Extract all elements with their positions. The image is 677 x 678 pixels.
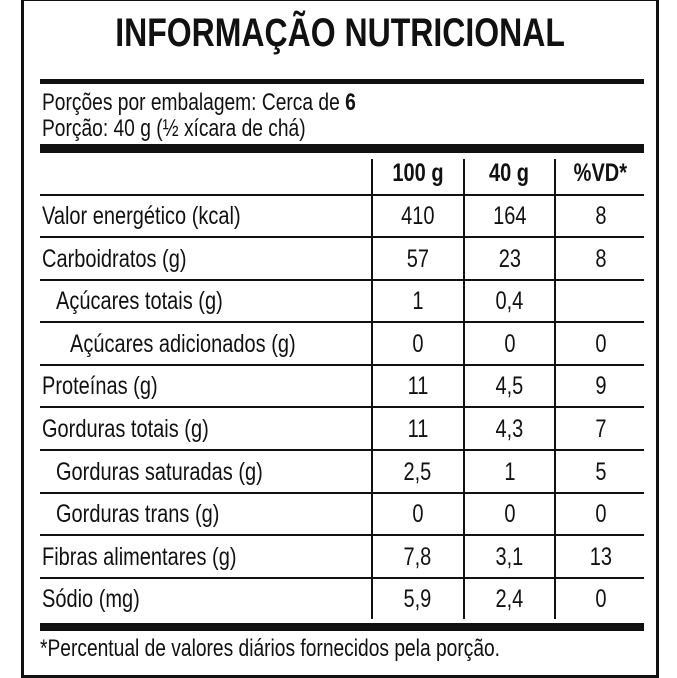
value-portion: 4,5 [495, 372, 524, 401]
serving-size-text: Porção: 40 g (½ xícara de chá) [42, 115, 306, 142]
column-header-100g: 100 g [392, 159, 444, 187]
column-divider [371, 159, 373, 619]
value-vd: 8 [594, 244, 607, 273]
value-portion: 164 [492, 202, 527, 230]
value-vd: 0 [594, 500, 607, 529]
row-divider [40, 534, 644, 537]
row-divider [40, 363, 644, 366]
value-100g: 2,5 [403, 457, 432, 486]
value-100g: 410 [400, 202, 435, 230]
servings-value: 6 [345, 89, 356, 116]
thick-divider [40, 144, 644, 153]
value-100g: 7,8 [403, 542, 432, 571]
nutrient-label: Açúcares totais (g) [56, 287, 223, 316]
value-portion: 0 [503, 329, 516, 358]
value-vd: 9 [594, 372, 607, 401]
value-portion: 4,3 [495, 415, 524, 443]
table-row: Carboidratos (g) 57 23 8 [40, 239, 644, 281]
table-row: Proteínas (g) 11 4,5 9 [40, 366, 644, 409]
nutrient-label: Proteínas (g) [42, 372, 158, 401]
title-text: INFORMAÇÃO NUTRICIONAL [115, 11, 565, 55]
value-vd: 7 [594, 415, 607, 443]
table-row: Fibras alimentares (g) 7,8 3,1 13 [40, 537, 644, 579]
servings-per-package: Porções por embalagem: Cerca de 6 [42, 89, 434, 117]
nutrient-label: Sódio (mg) [42, 585, 140, 614]
table-row: Açúcares totais (g) 1 0,4 [40, 281, 646, 324]
row-divider [40, 491, 644, 494]
footnote-text: *Percentual de valores diários fornecido… [40, 635, 501, 662]
value-portion: 3,1 [495, 542, 524, 571]
nutrient-label: Fibras alimentares (g) [42, 542, 237, 571]
nutrient-label: Açúcares adicionados (g) [70, 329, 296, 358]
row-divider [40, 278, 644, 281]
value-vd: 13 [589, 542, 612, 571]
value-100g: 0 [411, 500, 424, 529]
nutrient-label: Gorduras trans (g) [56, 500, 220, 529]
value-100g: 1 [411, 287, 424, 316]
value-100g: 5,9 [403, 585, 432, 614]
nutrient-label: Carboidratos (g) [42, 244, 187, 273]
column-header-vd: %VD* [573, 159, 628, 187]
value-vd: 8 [594, 202, 607, 230]
label-title: INFORMAÇÃO NUTRICIONAL [24, 11, 656, 56]
divider-rule [40, 79, 644, 84]
value-vd [555, 287, 646, 316]
table-row: Valor energético (kcal) 410 164 8 [40, 196, 644, 238]
thick-divider-bottom [40, 623, 644, 631]
nutrient-label: Valor energético (kcal) [42, 202, 241, 230]
header-divider [40, 194, 644, 196]
value-portion: 2,4 [495, 585, 524, 614]
row-divider [40, 321, 644, 324]
value-portion: 23 [498, 244, 521, 273]
table-row: Açúcares adicionados (g) 0 0 0 [40, 324, 644, 366]
value-100g: 0 [411, 329, 424, 358]
value-100g: 11 [407, 415, 428, 443]
row-divider [40, 236, 644, 238]
table-row: Gorduras saturadas (g) 2,5 1 5 [40, 452, 644, 494]
row-divider [40, 576, 644, 579]
value-portion: 1 [503, 457, 516, 486]
nutrient-label: Gorduras saturadas (g) [56, 457, 263, 486]
value-portion: 0,4 [495, 287, 524, 316]
column-divider [554, 159, 556, 619]
footnote: *Percentual de valores diários fornecido… [40, 635, 615, 663]
row-divider [40, 406, 644, 409]
column-header-portion: 40 g [489, 159, 530, 187]
table-row: Gorduras trans (g) 0 0 0 [40, 494, 644, 537]
nutrient-label: Gorduras totais (g) [42, 415, 209, 443]
value-100g: 57 [406, 244, 429, 273]
serving-size: Porção: 40 g (½ xícara de chá) [42, 115, 372, 143]
value-vd: 0 [594, 585, 607, 614]
value-vd: 5 [594, 457, 607, 486]
column-divider [463, 159, 465, 619]
servings-label: Porções por embalagem: Cerca de [42, 89, 340, 116]
table-row: Sódio (mg) 5,9 2,4 0 [40, 579, 644, 621]
value-100g: 11 [407, 372, 428, 401]
table-row: Gorduras totais (g) 11 4,3 7 [40, 409, 644, 451]
row-divider [40, 449, 644, 451]
value-portion: 0 [503, 500, 516, 529]
nutrition-label: INFORMAÇÃO NUTRICIONAL Porções por embal… [21, 0, 659, 678]
value-vd: 0 [594, 329, 607, 358]
